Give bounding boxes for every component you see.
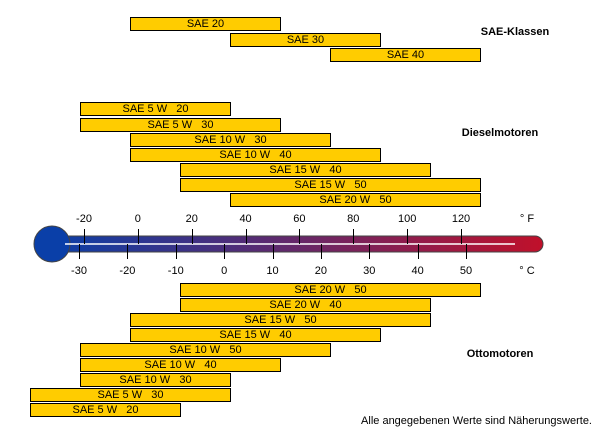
celsius-tick [175,244,177,259]
fahrenheit-tick-label: 120 [451,213,471,225]
oil-bar: SAE 15 W 40 [180,163,431,177]
celsius-tick-label: -30 [71,265,87,277]
oil-bar: SAE 40 [330,48,481,62]
oil-bar: SAE 15 W 50 [180,178,481,192]
fahrenheit-tick-label: 20 [185,213,198,225]
oil-bar: SAE 10 W 30 [130,133,331,147]
celsius-tick-label: 0 [221,265,228,277]
celsius-tick-label: 20 [314,265,327,277]
oil-bar: SAE 10 W 50 [80,343,331,357]
oil-bar: SAE 10 W 40 [130,148,381,162]
fahrenheit-tick [353,229,355,244]
celsius-tick [320,244,322,259]
celsius-tick [417,244,419,259]
footnote: Alle angegebenen Werte sind Näherungswer… [361,415,592,427]
oil-bar: SAE 5 W 20 [80,102,231,116]
group-label: SAE-Klassen [480,26,550,38]
celsius-tick [466,244,467,259]
fahrenheit-unit: ° F [519,213,535,225]
celsius-tick-label: 10 [266,265,279,277]
thermometer-bulb [33,225,71,263]
oil-bar: SAE 5 W 30 [80,118,281,132]
fahrenheit-tick [191,229,193,244]
oil-bar: SAE 20 W 50 [180,283,481,297]
celsius-tick-label: -10 [167,265,184,277]
fahrenheit-tick-label: 0 [134,213,141,225]
oil-bar: SAE 20 [130,17,281,31]
oil-bar: SAE 10 W 30 [80,373,231,387]
fahrenheit-tick-label: 80 [347,213,360,225]
fahrenheit-tick [84,229,85,244]
celsius-tick-label: 30 [363,265,376,277]
oil-bar: SAE 20 W 50 [230,193,481,207]
fahrenheit-tick [461,229,462,244]
fahrenheit-tick-label: 100 [397,213,417,225]
celsius-tick-label: -20 [119,265,136,277]
celsius-tick [224,244,226,259]
fahrenheit-tick [299,229,301,244]
oil-bar: SAE 15 W 40 [130,328,381,342]
celsius-tick [127,244,129,259]
fahrenheit-tick-label: 60 [293,213,306,225]
oil-bar: SAE 10 W 40 [80,358,281,372]
fahrenheit-tick-label: -20 [76,213,92,225]
group-label: Ottomotoren [466,348,534,360]
oil-bar: SAE 20 W 40 [180,298,431,312]
fahrenheit-tick [137,229,139,244]
group-label: Dieselmotoren [461,127,539,139]
celsius-tick-label: 50 [459,265,473,277]
oil-bar: SAE 15 W 50 [130,313,431,327]
celsius-tick [272,244,274,259]
oil-bar: SAE 5 W 20 [30,403,181,417]
fahrenheit-tick [407,229,409,244]
celsius-tick-label: 40 [411,265,424,277]
fahrenheit-tick-label: 40 [239,213,252,225]
celsius-tick [369,244,371,259]
celsius-unit: ° C [519,265,535,277]
fahrenheit-tick [245,229,247,244]
celsius-tick [79,244,80,259]
oil-bar: SAE 5 W 30 [30,388,231,402]
oil-bar: SAE 30 [230,33,381,47]
